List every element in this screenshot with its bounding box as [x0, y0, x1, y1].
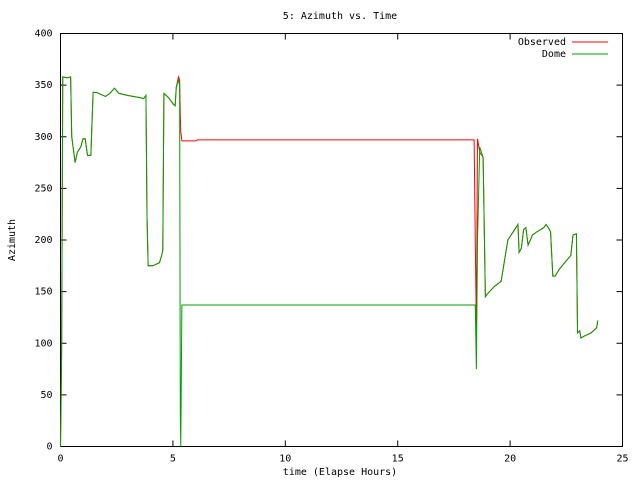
y-axis-label: Azimuth	[7, 219, 18, 261]
chart-title: 5: Azimuth vs. Time	[283, 11, 397, 22]
y-tick-label: 0	[46, 442, 52, 453]
legend-label: Dome	[542, 49, 566, 60]
y-tick-label: 350	[34, 80, 52, 91]
y-tick-label: 200	[34, 235, 52, 246]
y-tick-label: 300	[34, 132, 52, 143]
x-axis-label: time (Elapse Hours)	[283, 467, 397, 478]
legend-label: Observed	[518, 37, 566, 48]
x-tick-label: 15	[392, 454, 404, 465]
y-tick-label: 150	[34, 287, 52, 298]
x-tick-label: 25	[616, 454, 628, 465]
x-tick-label: 20	[504, 454, 516, 465]
y-tick-label: 100	[34, 338, 52, 349]
y-tick-label: 50	[40, 390, 52, 401]
x-tick-label: 5	[170, 454, 176, 465]
y-tick-label: 250	[34, 183, 52, 194]
data-line	[60, 76, 599, 447]
y-tick-label: 400	[34, 29, 52, 40]
x-tick-label: 0	[57, 454, 63, 465]
x-tick-label: 10	[279, 454, 291, 465]
